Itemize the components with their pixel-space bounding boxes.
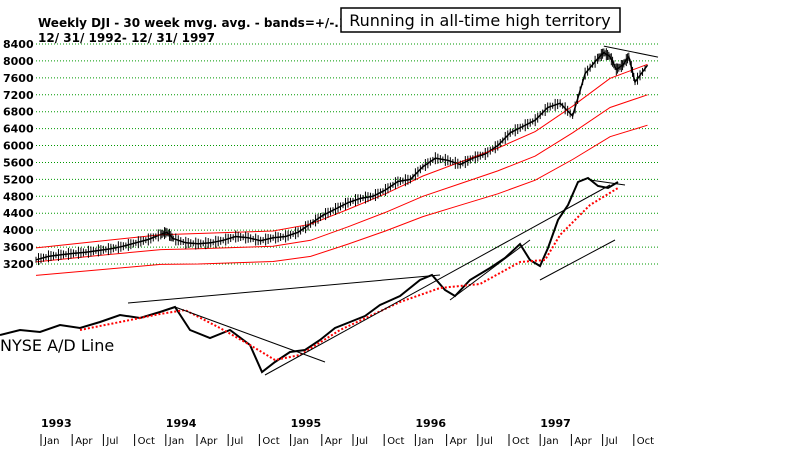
ad-line-label: NYSE A/D Line [0,336,114,355]
y-tick-label: 4800 [3,190,34,203]
ad-trendline [127,274,441,304]
upper-band-line [35,63,648,249]
x-month-label: Jan [542,436,558,447]
x-month-label: Apr [450,436,468,447]
y-tick-label: 5200 [3,173,34,186]
y-axis: 8400 8000 7600 7200 6800 6400 6000 5600 5200 4800… [3,38,34,271]
ad-trendline [449,239,531,301]
y-tick-label: 8400 [3,38,34,51]
y-tick-label: 4000 [3,224,34,237]
ad-trendline [264,184,611,376]
trendline [603,45,659,58]
x-month-label: Jan [417,436,433,447]
x-month-label: Oct [387,436,404,447]
price-series-group [35,45,659,276]
chart-title: Weekly DJI - 30 week mvg. avg. - bands=+… [38,16,356,30]
y-tick-label: 6000 [3,140,34,153]
chart-subtitle: 12/ 31/ 1992- 12/ 31/ 1997 [38,31,215,45]
gridlines [36,43,660,265]
y-tick-label: 7600 [3,72,34,85]
x-month-label: Apr [200,436,218,447]
x-month-label: Jan [168,436,184,447]
lower-band-line [35,124,648,276]
y-tick-label: 6800 [3,106,34,119]
y-tick-label: 6400 [3,123,34,136]
y-tick-label: 4400 [3,207,34,220]
ad-moving-average-line [79,187,619,362]
x-axis: 1993 1994 1995 1996 1997 Jan Apr Jul Oct Jan Apr Ju… [40,417,654,447]
x-month-label: Jan [43,436,59,447]
x-year-label: 1996 [415,417,446,430]
moving-average-line [35,94,648,263]
x-month-label: Jul [105,436,118,447]
x-year-label: 1994 [166,417,197,430]
banner-box [340,7,621,33]
x-month-label: Jul [480,436,493,447]
x-month-label: Apr [574,436,592,447]
banner-text: Running in all-time high territory [349,11,611,30]
ad-line [0,176,619,374]
ad-trendline [539,239,616,281]
y-tick-label: 5600 [3,156,34,169]
x-month-label: Jul [355,436,368,447]
x-year-label: 1993 [41,417,72,430]
y-tick-label: 3600 [3,241,34,254]
x-month-label: Oct [138,436,155,447]
ad-line-group [0,176,626,376]
y-tick-label: 8000 [3,55,34,68]
x-month-label: Oct [512,436,529,447]
y-tick-label: 7200 [3,89,34,102]
x-month-label: Apr [75,436,93,447]
y-tick-label: 3200 [3,258,34,271]
x-year-label: 1995 [291,417,322,430]
x-month-label: Apr [325,436,343,447]
x-month-label: Jul [230,436,243,447]
x-year-label: 1997 [540,417,571,430]
x-month-label: Jan [293,436,309,447]
x-month-label: Oct [262,436,279,447]
ad-trendline [589,179,626,186]
x-month-label: Oct [637,436,654,447]
ad-trendline [174,306,326,363]
x-month-label: Jul [605,436,618,447]
